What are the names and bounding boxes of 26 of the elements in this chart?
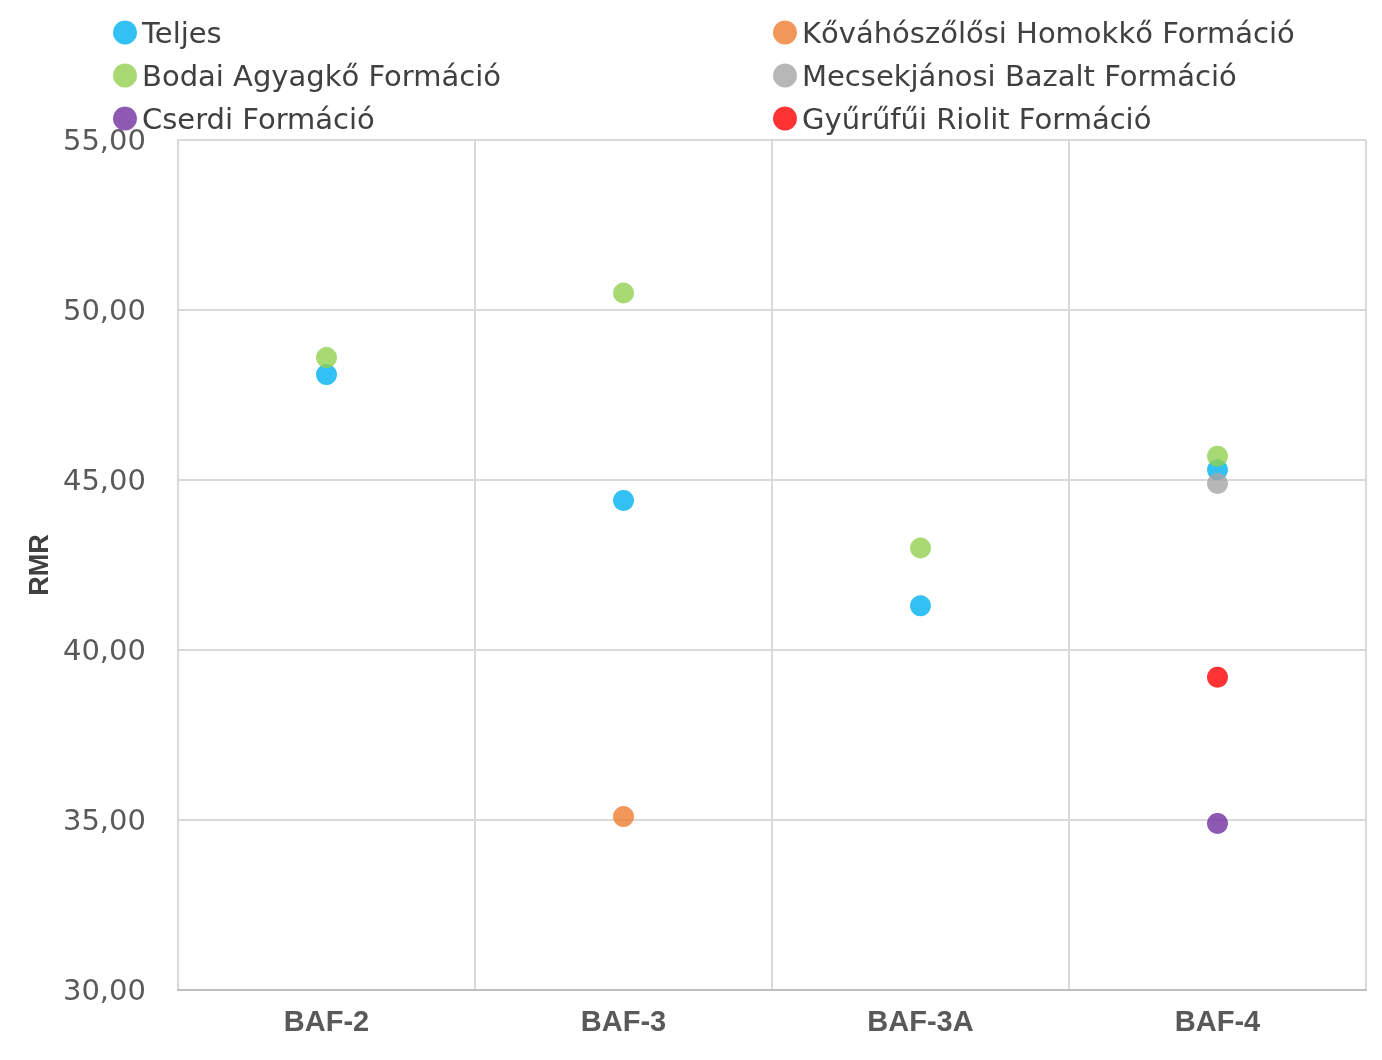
x-tick-label: BAF-2 (283, 1004, 370, 1037)
y-tick-label: 35,00 (62, 803, 146, 837)
legend-label: Mecsekjánosi Bazalt Formáció (802, 58, 1237, 93)
point (316, 364, 337, 386)
point (1207, 812, 1228, 834)
point (910, 595, 931, 617)
y-tick-label: 40,00 (62, 633, 146, 667)
point (1207, 445, 1228, 467)
point (910, 537, 931, 559)
y-tick-label: 45,00 (62, 463, 146, 497)
point (1207, 666, 1228, 688)
y-tick-label: 30,00 (62, 973, 146, 1007)
legend-label: Gyűrűfűi Riolit Formáció (802, 101, 1152, 136)
y-axis-title: RMR (23, 534, 54, 596)
x-tick-label: BAF-4 (1174, 1004, 1261, 1037)
point (613, 489, 634, 511)
point (613, 282, 634, 304)
legend-label: Kőváhószőlősi Homokkő Formáció (802, 15, 1295, 50)
point (316, 347, 337, 369)
x-tick-label: BAF-3A (867, 1004, 974, 1037)
legend-label: Bodai Agyagkő Formáció (142, 58, 502, 93)
point (1207, 472, 1228, 494)
y-tick-label: 50,00 (62, 293, 146, 327)
point (613, 806, 634, 828)
x-tick-label: BAF-3 (580, 1004, 667, 1037)
legend-label: Teljes (141, 15, 222, 50)
